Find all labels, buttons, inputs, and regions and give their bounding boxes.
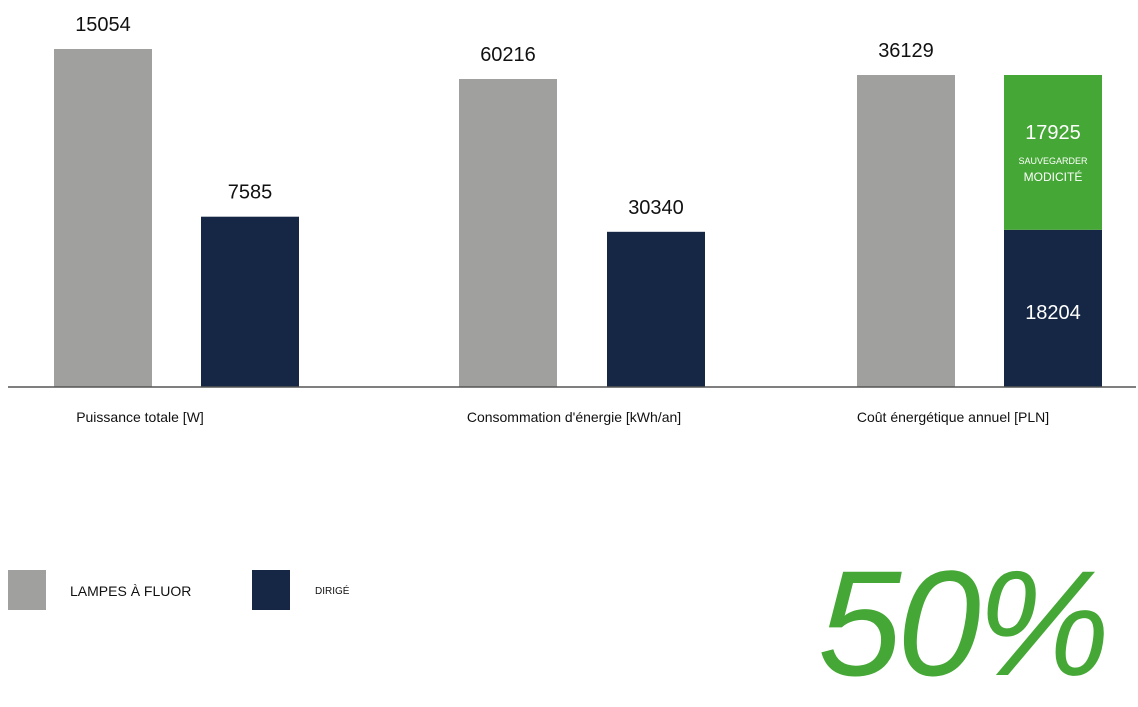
- value-label-fluor-1: 60216: [480, 44, 536, 66]
- value-labels-group: 15054 7585 60216 30340 36129 17925 SAUVEGARDER…: [75, 14, 1088, 324]
- legend-swatch-led: [252, 570, 290, 610]
- bar-led-1: [607, 231, 705, 387]
- category-labels-group: Puissance totale [W] Consommation d'énerg…: [76, 409, 1049, 425]
- bar-led-0: [201, 216, 299, 387]
- savings-label-line2: MODICITÉ: [1024, 169, 1083, 184]
- value-label-fluor-2: 36129: [878, 40, 934, 62]
- legend-swatch-fluor: [8, 570, 46, 610]
- category-label-2: Coût énergétique annuel [PLN]: [857, 409, 1049, 425]
- bar-savings-2: [1004, 75, 1102, 230]
- bar-chart: 15054 7585 60216 30340 36129 17925 SAUVEGARDER…: [8, 14, 1136, 425]
- savings-percent: 50%: [818, 539, 1110, 707]
- bar-led-2: [1004, 229, 1102, 387]
- legend-label-led: DIRIGÉ: [315, 586, 350, 597]
- legend-label-fluor: LAMPES À FLUOR: [70, 583, 192, 599]
- category-label-1: Consommation d'énergie [kWh/an]: [467, 409, 681, 425]
- value-label-savings: 17925: [1025, 122, 1081, 144]
- bar-fluor-2: [857, 75, 955, 387]
- value-label-led-0: 7585: [228, 182, 273, 204]
- bars-group: [54, 49, 1102, 387]
- value-label-led-2: 18204: [1025, 302, 1081, 324]
- bar-fluor-0: [54, 49, 152, 387]
- savings-label-line1: SAUVEGARDER: [1018, 156, 1088, 166]
- bar-fluor-1: [459, 79, 557, 387]
- value-label-fluor-0: 15054: [75, 14, 131, 36]
- category-label-0: Puissance totale [W]: [76, 409, 204, 425]
- value-label-led-1: 30340: [628, 197, 684, 219]
